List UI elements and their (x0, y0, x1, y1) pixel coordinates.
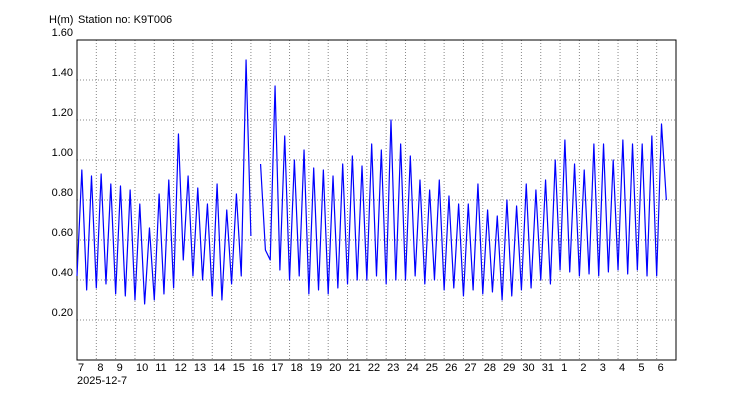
x-tick-label: 15 (233, 362, 245, 374)
y-tick-label: 0.60 (52, 227, 73, 239)
x-tick-label: 29 (503, 362, 515, 374)
x-tick-label: 22 (368, 362, 380, 374)
x-tick-label: 5 (638, 362, 644, 374)
x-tick-label: 28 (484, 362, 496, 374)
y-tick-label: 1.00 (52, 147, 73, 159)
x-tick-label: 1 (561, 362, 567, 374)
x-tick-label: 19 (310, 362, 322, 374)
x-tick-label: 18 (291, 362, 303, 374)
x-tick-label: 20 (329, 362, 341, 374)
x-tick-label: 27 (464, 362, 476, 374)
x-tick-label: 26 (445, 362, 457, 374)
y-axis-label: H(m) (49, 14, 73, 26)
data-line (76, 59, 667, 305)
x-tick-label: 9 (117, 362, 123, 374)
x-tick-label: 14 (213, 362, 225, 374)
x-tick-label: 17 (271, 362, 283, 374)
x-tick-label: 6 (658, 362, 664, 374)
x-tick-label: 13 (194, 362, 206, 374)
y-tick-label: 1.40 (52, 67, 73, 79)
plot-border (76, 39, 677, 361)
x-tick-label: 8 (97, 362, 103, 374)
x-tick-label: 10 (136, 362, 148, 374)
y-tick-label: 0.20 (52, 307, 73, 319)
x-tick-label: 4 (619, 362, 625, 374)
x-tick-label: 2 (580, 362, 586, 374)
x-tick-label: 24 (406, 362, 418, 374)
x-tick-label: 21 (349, 362, 361, 374)
start-date: 2025-12-7 (77, 375, 127, 387)
x-tick-label: 12 (175, 362, 187, 374)
y-tick-label: 0.40 (52, 267, 73, 279)
x-tick-label: 11 (155, 362, 166, 374)
x-tick-label: 25 (426, 362, 438, 374)
x-tick-label: 3 (600, 362, 606, 374)
x-tick-label: 30 (522, 362, 534, 374)
y-tick-label: 1.20 (52, 107, 73, 119)
y-tick-label: 0.80 (52, 187, 73, 199)
chart-title: Station no: K9T006 (78, 14, 172, 26)
x-tick-label: 7 (78, 362, 84, 374)
x-tick-label: 16 (252, 362, 264, 374)
x-tick-label: 31 (542, 362, 554, 374)
x-tick-label: 23 (387, 362, 399, 374)
y-tick-label: 1.60 (52, 27, 73, 39)
